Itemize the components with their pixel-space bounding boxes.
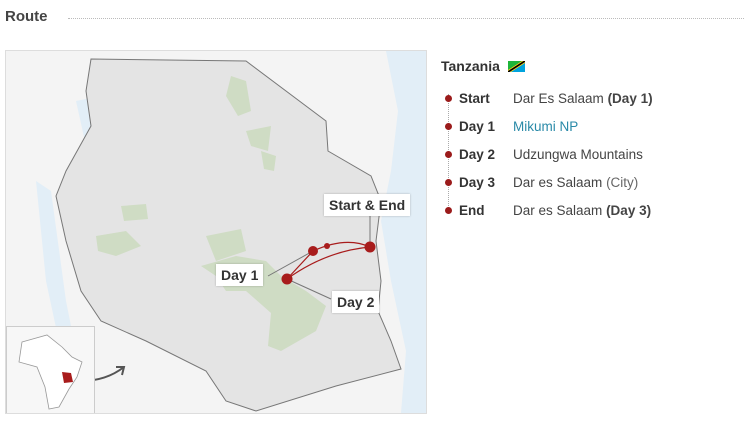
tanzania-flag-icon xyxy=(507,60,525,72)
lake-tanganyika xyxy=(36,181,76,351)
leader-line xyxy=(286,278,332,300)
stop-value: Dar es Salaam (Day 3) xyxy=(513,202,652,218)
marker-udzungwa xyxy=(281,273,293,285)
list-item: Day 2 Udzungwa Mountains xyxy=(445,140,653,168)
divider xyxy=(68,18,744,19)
section-title: Route xyxy=(5,8,48,25)
list-item: Day 1 Mikumi NP xyxy=(445,112,653,140)
country-name: Tanzania xyxy=(441,58,500,74)
label-day2: Day 2 xyxy=(332,291,380,313)
park xyxy=(121,204,148,221)
marker-mid xyxy=(324,243,330,249)
park xyxy=(246,126,271,151)
bullet-icon xyxy=(445,122,452,130)
stop-key: Day 3 xyxy=(459,174,496,190)
stop-value: Udzungwa Mountains xyxy=(513,146,643,162)
route-line xyxy=(286,246,371,280)
mikumi-link[interactable]: Mikumi NP xyxy=(513,118,579,134)
stop-value: Dar es Salaam (City) xyxy=(513,174,639,190)
leader-line xyxy=(267,250,314,277)
route-map[interactable]: Start & End Day 1 Day 2 xyxy=(5,50,427,414)
sea xyxy=(381,51,426,413)
list-item: Start Dar Es Salaam (Day 1) xyxy=(445,84,653,112)
bullet-icon xyxy=(445,150,452,158)
bullet-icon xyxy=(445,206,452,214)
label-day1: Day 1 xyxy=(216,264,264,286)
bullet-icon xyxy=(445,94,452,102)
stop-key: Day 2 xyxy=(459,146,496,162)
park xyxy=(261,151,276,171)
map-graphic xyxy=(36,51,426,413)
stop-key: Start xyxy=(459,90,490,106)
park xyxy=(226,76,251,116)
marker-mikumi xyxy=(308,246,318,256)
park xyxy=(96,231,141,256)
list-item: Day 3 Dar es Salaam (City) xyxy=(445,168,653,196)
stop-value: Dar Es Salaam (Day 1) xyxy=(513,90,653,106)
stop-key: End xyxy=(459,202,485,218)
tanzania-highlight xyxy=(62,372,73,383)
label-start-end: Start & End xyxy=(324,194,411,216)
park xyxy=(206,229,246,261)
marker-dar-es-salaam xyxy=(364,241,376,253)
country-heading: Tanzania xyxy=(441,58,653,74)
list-item: End Dar es Salaam (Day 3) xyxy=(445,196,653,224)
africa-inset-map xyxy=(6,326,95,413)
itinerary-panel: Tanzania Start Dar Es Salaam (Day 1) Day … xyxy=(441,58,653,224)
stop-key: Day 1 xyxy=(459,118,496,134)
bullet-icon xyxy=(445,178,452,186)
africa-outline xyxy=(18,334,83,410)
itinerary-list: Start Dar Es Salaam (Day 1) Day 1 Mikumi N… xyxy=(445,84,653,224)
